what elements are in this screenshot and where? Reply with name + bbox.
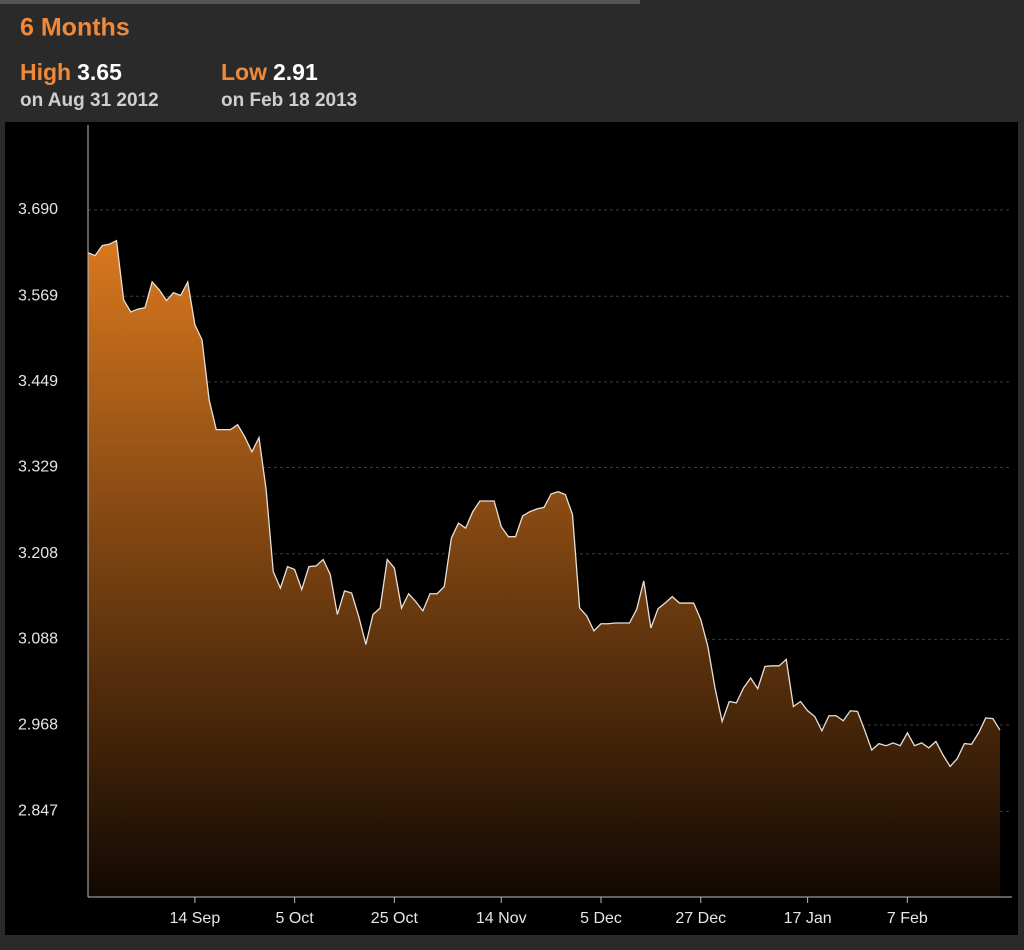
y-tick-label: 3.569 <box>18 287 58 304</box>
high-date: on Aug 31 2012 <box>20 90 159 111</box>
plot: 3.690 3.569 3.449 3.329 3.208 3.088 2.968 2.847… <box>18 125 1012 927</box>
x-tick-label: 5 Dec <box>580 910 622 927</box>
chart-title: 6 Months <box>20 14 130 42</box>
x-tick-label: 17 Jan <box>784 910 832 927</box>
area <box>88 240 1000 898</box>
high-summary: High 3.65 <box>20 59 122 85</box>
y-tick-label: 3.329 <box>18 459 58 476</box>
high-value: 3.65 <box>77 59 122 85</box>
x-tick-label: 7 Feb <box>887 910 928 927</box>
y-tick-label: 2.847 <box>18 803 58 820</box>
x-tick-label: 27 Dec <box>675 910 726 927</box>
low-label: Low <box>221 59 267 85</box>
x-tick-label: 14 Nov <box>476 910 527 927</box>
low-summary: Low 2.91 <box>221 59 318 85</box>
y-tick-label: 2.968 <box>18 716 58 733</box>
y-tick-label: 3.449 <box>18 373 58 390</box>
low-date: on Feb 18 2013 <box>221 90 357 111</box>
y-tick-label: 3.088 <box>18 631 58 648</box>
x-tick-label: 25 Oct <box>371 910 419 927</box>
low-value: 2.91 <box>273 59 318 85</box>
high-label: High <box>20 59 71 85</box>
line <box>87 239 1001 768</box>
top-edge <box>0 0 640 4</box>
y-tick-label: 3.208 <box>18 545 58 562</box>
y-tick-label: 3.690 <box>18 201 58 218</box>
x-tick-label: 14 Sep <box>170 910 221 927</box>
x-tick-label: 5 Oct <box>276 910 315 927</box>
